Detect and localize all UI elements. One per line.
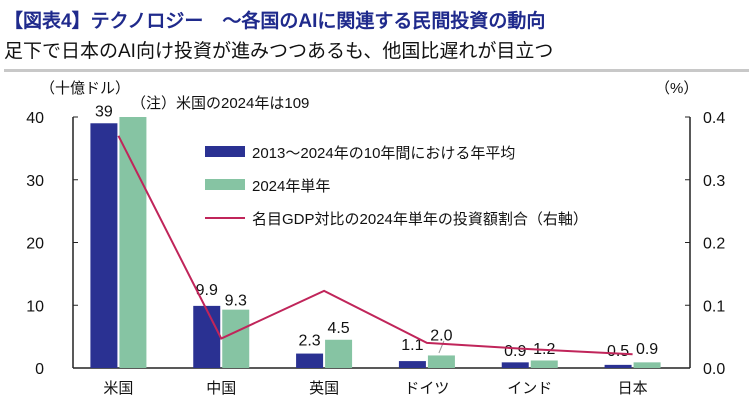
- legend-swatch: [205, 146, 245, 157]
- chart-subtitle: 足下で日本のAI向け投資が進みつつあるも、他国比遅れが目立つ: [4, 41, 554, 62]
- left-axis-unit: （十億ドル）: [40, 80, 130, 97]
- right-axis-unit: （%）: [655, 80, 698, 97]
- bar-average: [296, 353, 324, 368]
- bar-2024: [325, 339, 353, 368]
- bar-average: [501, 362, 529, 368]
- right-tick-label: 0.2: [703, 236, 725, 253]
- category-label: インド: [507, 380, 552, 397]
- gdp-ratio-line: [117, 135, 633, 356]
- bar-value-label: 1.1: [401, 337, 423, 354]
- left-tick-label: 20: [26, 236, 44, 253]
- bar-average: [398, 361, 426, 368]
- right-tick-label: 0.1: [703, 298, 725, 315]
- right-tick-label: 0.0: [703, 361, 725, 378]
- bar-value-label: 0.5: [607, 343, 629, 360]
- bar-average: [90, 123, 118, 369]
- left-tick-label: 40: [26, 110, 44, 127]
- bar-value-label: 9.3: [225, 293, 247, 310]
- legend-label: 2024年単年: [252, 178, 330, 195]
- category-label: 中国: [206, 380, 236, 397]
- bar-value-label: 2.0: [430, 327, 452, 344]
- bar-value-label: 0.9: [636, 341, 658, 358]
- bar-2024: [427, 355, 455, 368]
- legend-label: 名目GDP対比の2024年単年の投資額割合（右軸）: [252, 211, 588, 228]
- bar-average: [193, 305, 221, 368]
- bar-value-label: 9.9: [196, 282, 218, 299]
- bar-value-label: 2.3: [298, 333, 320, 350]
- legend-label: 2013～2024年の10年間における年平均: [252, 145, 515, 162]
- left-tick-label: 10: [26, 298, 44, 315]
- bar-average: [604, 364, 632, 368]
- bar-2024: [119, 117, 147, 368]
- bar-2024: [530, 360, 558, 368]
- left-tick-label: 30: [26, 173, 44, 190]
- title-divider: [4, 69, 749, 72]
- bar-2024: [222, 309, 250, 368]
- bar-value-label: 0.9: [504, 343, 526, 360]
- left-tick-label: 0: [35, 361, 44, 378]
- category-label: 日本: [618, 380, 648, 397]
- category-label: 米国: [103, 380, 133, 397]
- right-tick-label: 0.4: [703, 110, 725, 127]
- bar-value-label: 4.5: [327, 320, 349, 337]
- annotation-note: （注）米国の2024年は109: [131, 95, 309, 112]
- category-label: ドイツ: [404, 380, 449, 397]
- bar-value-label: 39: [95, 103, 113, 120]
- legend-swatch: [205, 179, 245, 190]
- bar-2024: [633, 362, 661, 368]
- category-label: 英国: [309, 379, 339, 397]
- chart-title: 【図表4】テクノロジー ～各国のAIに関連する民間投資の動向: [4, 11, 546, 32]
- right-tick-label: 0.3: [703, 173, 725, 190]
